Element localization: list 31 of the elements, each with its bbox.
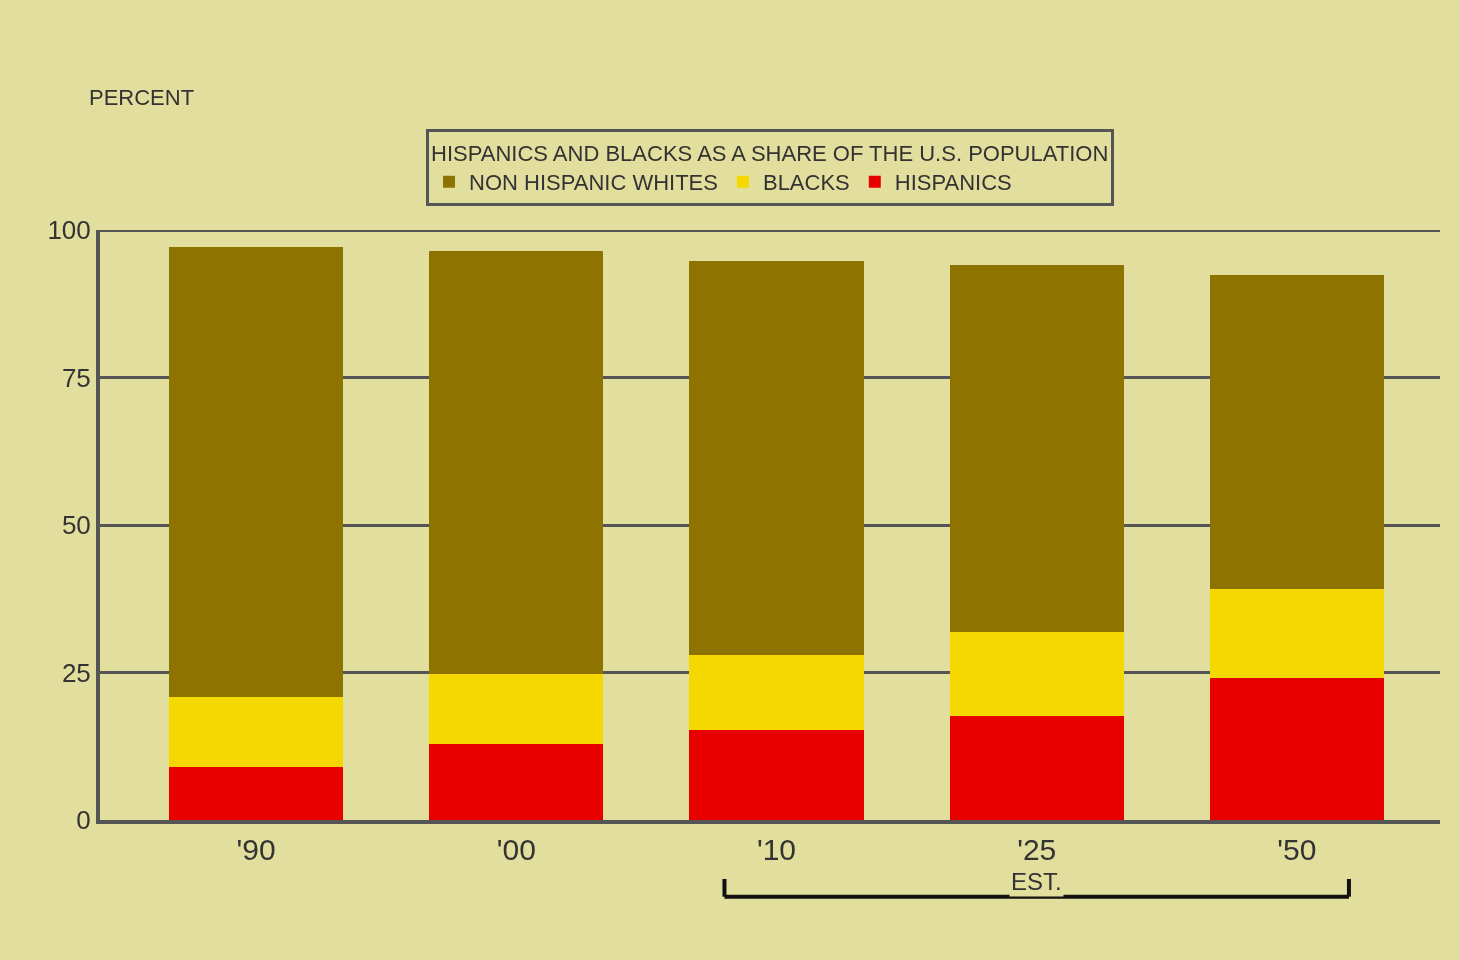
text: EST. bbox=[1011, 868, 1062, 895]
bar bbox=[1209, 589, 1385, 679]
bar bbox=[429, 673, 604, 744]
bar bbox=[1209, 275, 1385, 590]
bar bbox=[168, 247, 344, 698]
bar bbox=[429, 743, 604, 820]
y-tick-label: 100 bbox=[47, 215, 91, 246]
legend-title: HISPANICS AND BLACKS AS A SHARE OF THE U.S. POPULATION bbox=[431, 141, 1109, 166]
x-tick-label: '00 bbox=[496, 833, 536, 866]
legend-label: BLACKS bbox=[762, 170, 850, 196]
bar bbox=[429, 251, 604, 674]
bar bbox=[949, 715, 1124, 820]
bar bbox=[1209, 678, 1385, 820]
x-tick-label: '50 bbox=[1277, 833, 1317, 866]
y-axis-title: PERCENT bbox=[89, 85, 195, 110]
legend-label: NON HISPANIC WHITES bbox=[469, 170, 718, 196]
bar bbox=[689, 729, 864, 820]
bar bbox=[689, 260, 864, 656]
y-tick-label: 0 bbox=[76, 805, 91, 836]
bar bbox=[949, 631, 1124, 716]
x-tick-label: '90 bbox=[236, 833, 276, 866]
x-tick-label: '10 bbox=[756, 833, 797, 866]
x-tick-label: '25 bbox=[1017, 833, 1057, 866]
y-tick-label: 75 bbox=[61, 362, 91, 393]
bar bbox=[168, 766, 344, 820]
y-tick-label: 25 bbox=[61, 657, 91, 688]
bar bbox=[949, 265, 1124, 632]
bar bbox=[689, 655, 864, 730]
y-tick-label: 50 bbox=[61, 510, 91, 541]
legend-label: HISPANICS bbox=[894, 170, 1012, 196]
bar bbox=[168, 697, 344, 767]
